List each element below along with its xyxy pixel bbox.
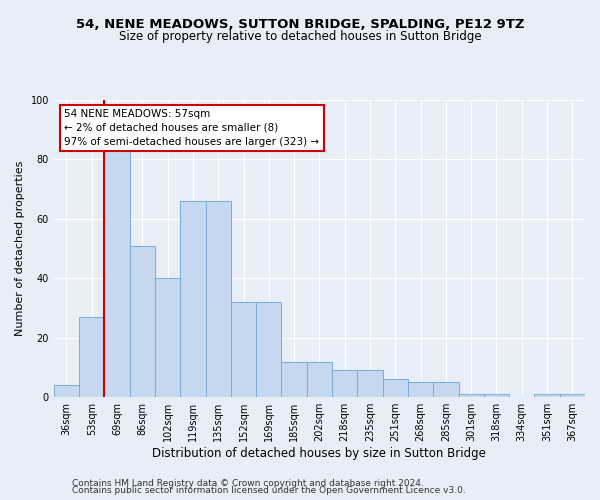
Bar	[130, 246, 155, 397]
Bar	[307, 362, 332, 397]
Bar	[535, 394, 560, 397]
Bar	[560, 394, 585, 397]
Bar	[458, 394, 484, 397]
Bar	[180, 201, 206, 397]
Y-axis label: Number of detached properties: Number of detached properties	[15, 161, 25, 336]
Bar	[281, 362, 307, 397]
Bar	[408, 382, 433, 397]
Text: 54 NENE MEADOWS: 57sqm
← 2% of detached houses are smaller (8)
97% of semi-detac: 54 NENE MEADOWS: 57sqm ← 2% of detached …	[64, 109, 320, 147]
Bar	[433, 382, 458, 397]
X-axis label: Distribution of detached houses by size in Sutton Bridge: Distribution of detached houses by size …	[152, 447, 487, 460]
Bar	[484, 394, 509, 397]
Text: Contains HM Land Registry data © Crown copyright and database right 2024.: Contains HM Land Registry data © Crown c…	[72, 478, 424, 488]
Bar	[79, 317, 104, 397]
Bar	[231, 302, 256, 397]
Bar	[206, 201, 231, 397]
Bar	[155, 278, 180, 397]
Bar	[383, 380, 408, 397]
Bar	[332, 370, 358, 397]
Bar	[104, 148, 130, 397]
Bar	[54, 386, 79, 397]
Text: Contains public sector information licensed under the Open Government Licence v3: Contains public sector information licen…	[72, 486, 466, 495]
Bar	[256, 302, 281, 397]
Text: Size of property relative to detached houses in Sutton Bridge: Size of property relative to detached ho…	[119, 30, 481, 43]
Text: 54, NENE MEADOWS, SUTTON BRIDGE, SPALDING, PE12 9TZ: 54, NENE MEADOWS, SUTTON BRIDGE, SPALDIN…	[76, 18, 524, 30]
Bar	[358, 370, 383, 397]
